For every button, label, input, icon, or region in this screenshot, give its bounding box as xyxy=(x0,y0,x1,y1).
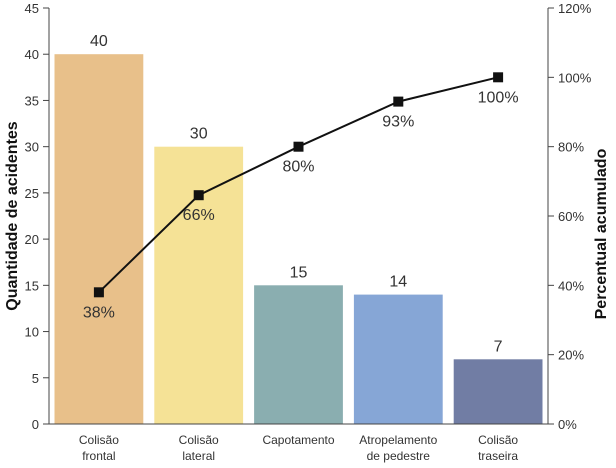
cumulative-label: 38% xyxy=(83,304,115,321)
right-tick-label: 60% xyxy=(558,209,584,224)
bar-value-label: 14 xyxy=(389,274,407,291)
bar-value-labels: 40 30 15 14 7 xyxy=(90,33,503,355)
left-tick-label: 20 xyxy=(25,232,39,247)
cumulative-label: 66% xyxy=(183,207,215,224)
cumulative-label: 100% xyxy=(478,89,519,106)
right-tick-label: 40% xyxy=(558,278,584,293)
left-tick-label: 10 xyxy=(25,325,39,340)
bar-value-label: 7 xyxy=(494,338,503,355)
left-axis-title: Quantidade de acidentes xyxy=(4,121,21,310)
cumulative-point xyxy=(193,190,204,201)
bar xyxy=(453,359,543,424)
bar xyxy=(254,285,343,424)
category-label: Colisão frontal xyxy=(79,433,119,463)
bar-value-label: 15 xyxy=(290,264,308,281)
bar xyxy=(54,54,144,424)
category-label: Atropelamento de pedestre xyxy=(359,433,437,463)
left-axis-ticks: 0 5 10 15 20 25 30 35 40 45 xyxy=(25,1,49,432)
left-tick-label: 40 xyxy=(25,47,39,62)
cumulative-point xyxy=(493,72,504,83)
right-axis-title: Percentual acumulado xyxy=(593,148,610,319)
category-labels: Colisão frontal Colisão lateral Capotamento A… xyxy=(79,433,519,463)
right-tick-label: 100% xyxy=(558,70,592,85)
right-axis-ticks: 0% 20% 40% 60% 80% 100% 120% xyxy=(548,1,592,432)
category-label: Colisão traseira xyxy=(478,433,518,463)
category-label: Capotamento xyxy=(262,433,334,447)
cumulative-point xyxy=(393,96,404,107)
bar-value-label: 30 xyxy=(190,126,208,143)
left-tick-label: 30 xyxy=(25,140,39,155)
right-tick-label: 80% xyxy=(558,140,584,155)
cumulative-label: 93% xyxy=(382,114,414,131)
left-tick-label: 0 xyxy=(32,417,39,432)
left-tick-label: 35 xyxy=(25,93,39,108)
left-tick-label: 25 xyxy=(25,186,39,201)
bar xyxy=(353,294,443,424)
left-tick-label: 45 xyxy=(25,1,39,16)
left-tick-label: 15 xyxy=(25,278,39,293)
bar-value-label: 40 xyxy=(90,33,108,50)
bars-group xyxy=(54,54,543,424)
right-tick-label: 120% xyxy=(558,1,592,16)
right-tick-label: 0% xyxy=(558,417,577,432)
cumulative-point xyxy=(293,141,304,152)
category-label: Colisão lateral xyxy=(179,433,219,463)
left-tick-label: 5 xyxy=(32,371,39,386)
cumulative-line-group: 38% 66% 80% 93% 100% xyxy=(83,72,519,321)
cumulative-label: 80% xyxy=(282,159,314,176)
right-tick-label: 20% xyxy=(558,348,584,363)
cumulative-point xyxy=(93,287,104,298)
bar xyxy=(154,146,244,424)
